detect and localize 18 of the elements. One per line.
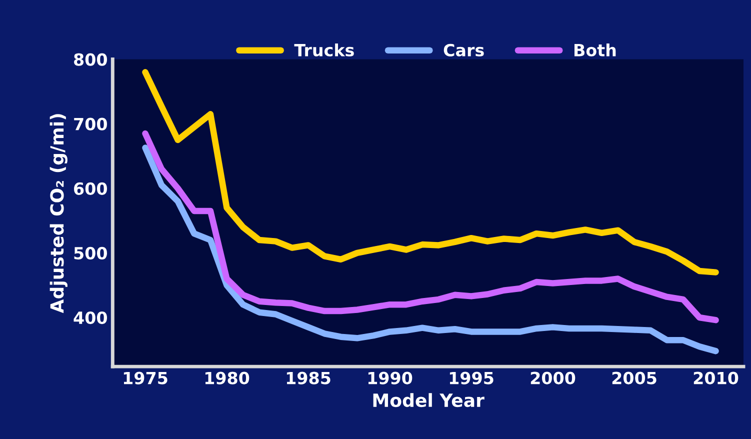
y-tick-label: 800	[74, 53, 107, 66]
x-tick-label: 1980	[205, 372, 250, 384]
y-tick-label: 400	[74, 311, 107, 324]
x-tick-label: 2010	[694, 372, 738, 384]
x-tick-label: 2000	[530, 372, 576, 384]
x-axis-title: Model Year	[373, 393, 484, 408]
legend-label: Both	[574, 44, 616, 56]
x-tick-label: 2005	[612, 372, 656, 384]
legend-label: Cars	[444, 44, 484, 56]
y-tick-label: 700	[74, 118, 107, 130]
x-tick-label: 1985	[286, 372, 330, 384]
x-tick-label: 1975	[124, 372, 168, 384]
legend-label: Trucks	[294, 44, 354, 56]
x-tick-label: 1995	[450, 372, 494, 384]
y-tick-label: 600	[74, 182, 107, 195]
y-axis-title: Adjusted CO₂ (g/mi)	[50, 114, 68, 314]
x-tick-label: 1990	[368, 372, 412, 384]
y-tick-label: 500	[74, 246, 107, 260]
